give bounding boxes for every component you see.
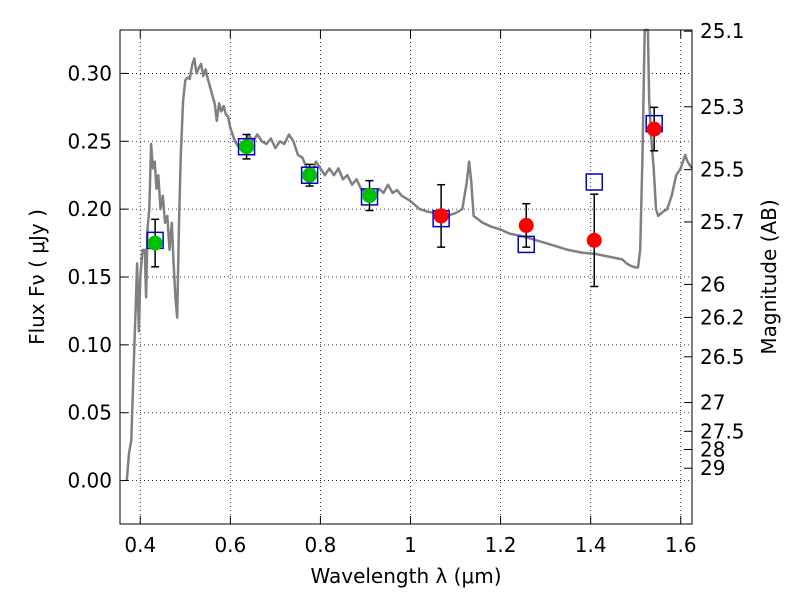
x-tick-label: 1.2 [485,533,517,557]
data-point [302,167,318,183]
y-axis-label-right: Magnitude (AB) [757,199,781,354]
data-point [646,121,662,137]
mag-tick-label: 26 [700,272,725,296]
y-tick-label: 0.20 [67,197,112,221]
y-axis-label-left: Flux Fν ( μJy ) [25,209,49,345]
y-tick-label: 0.00 [67,469,112,493]
y-tick-label: 0.30 [67,61,112,85]
mag-tick-label: 26.2 [700,305,745,329]
data-layer [125,28,694,481]
x-tick-label: 1 [404,533,417,557]
x-tick-label: 1.4 [575,533,607,557]
model-flux-box [585,173,604,191]
data-point [433,208,449,224]
x-axis-label: Wavelength λ (μm) [310,564,501,588]
mag-tick-label: 26.5 [700,345,745,369]
mag-tick-label: 27 [700,390,725,414]
mag-tick-label: 25.7 [700,210,745,234]
data-point [362,188,378,204]
y-tick-label: 0.25 [67,129,112,153]
mag-tick-label: 29 [700,456,725,480]
x-tick-label: 0.6 [214,533,246,557]
ticks: 0.4 0.6 0.8 1 1.2 1.4 1.6 0.00 0.05 0.10 0.15 0.20 0… [67,19,744,557]
mag-tick-label: 25.5 [700,158,745,182]
data-point [239,139,255,155]
data-point [586,232,602,248]
y-tick-label: 0.10 [67,333,112,357]
data-point [518,217,534,233]
mag-tick-label: 27.5 [700,419,745,443]
grid [120,30,692,524]
mag-tick-label: 25.1 [700,19,745,43]
x-tick-label: 1.6 [665,533,697,557]
x-tick-label: 0.4 [124,533,156,557]
mag-tick-label: 25.3 [700,95,745,119]
y-tick-label: 0.05 [67,401,112,425]
mag-tick-label: 28 [700,437,725,461]
data-point [147,235,163,251]
y-tick-label: 0.15 [67,265,112,289]
x-tick-label: 0.8 [305,533,337,557]
